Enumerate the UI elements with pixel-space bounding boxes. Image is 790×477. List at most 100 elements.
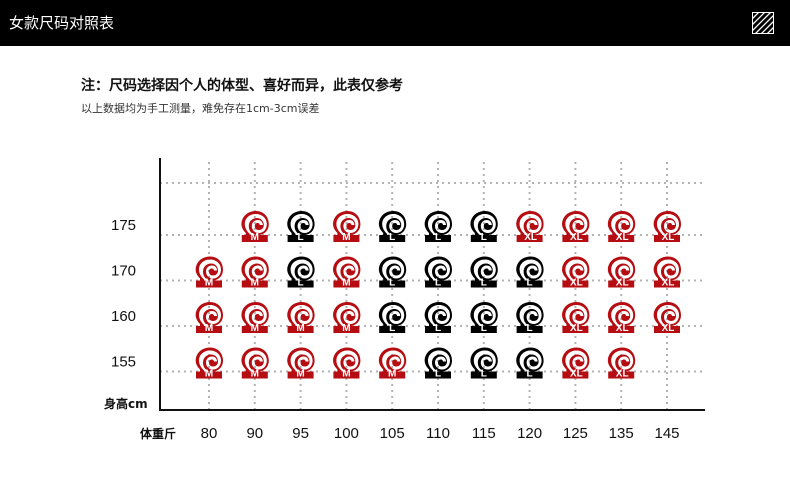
size-cell: M xyxy=(333,302,361,334)
size-cell: M xyxy=(195,256,223,289)
size-cell: L xyxy=(516,302,544,334)
size-label: L xyxy=(435,323,441,334)
size-label: XL xyxy=(662,323,675,334)
size-cell: M xyxy=(333,256,361,289)
y-tick-label: 160 xyxy=(111,308,136,325)
size-label: M xyxy=(342,323,350,334)
size-cell: L xyxy=(516,256,544,289)
size-label: L xyxy=(481,323,487,334)
size-label: L xyxy=(481,232,487,243)
x-axis-title: 体重斤 xyxy=(140,426,176,441)
size-label: M xyxy=(342,278,350,289)
size-cell: XL xyxy=(562,302,590,334)
size-label: XL xyxy=(616,232,629,243)
size-label: M xyxy=(342,369,350,380)
size-cell: XL xyxy=(607,256,636,289)
size-cell: L xyxy=(287,256,315,289)
size-label: L xyxy=(527,369,533,380)
size-label: M xyxy=(296,369,304,380)
x-tick-label: 80 xyxy=(201,425,218,442)
size-cell: M xyxy=(287,347,315,380)
size-cell: M xyxy=(241,347,269,380)
size-label: L xyxy=(389,323,395,334)
chart-axes xyxy=(159,158,705,411)
size-label: M xyxy=(251,278,259,289)
size-label: XL xyxy=(616,323,629,334)
size-label: L xyxy=(527,278,533,289)
size-label: L xyxy=(389,278,395,289)
size-cell: XL xyxy=(562,347,590,380)
note-subtitle: 以上数据均为手工测量，难免存在1cm-3cm误差 xyxy=(81,102,320,115)
size-cell: M xyxy=(333,211,361,243)
x-tick-label: 110 xyxy=(426,425,450,442)
size-cell: M xyxy=(195,302,223,334)
size-label: XL xyxy=(662,278,675,289)
size-label: M xyxy=(205,278,213,289)
size-cell: L xyxy=(470,256,498,289)
diagonal-stripes-icon xyxy=(752,12,774,34)
x-tick-label: 100 xyxy=(334,425,359,442)
size-label: M xyxy=(251,232,259,243)
size-cell: XL xyxy=(562,256,590,289)
size-label: XL xyxy=(616,278,629,289)
y-tick-label: 175 xyxy=(111,217,136,234)
size-cell: XL xyxy=(607,347,636,380)
size-cell: M xyxy=(287,302,315,334)
size-label: XL xyxy=(570,323,583,334)
size-cell: L xyxy=(424,302,452,334)
x-tick-label: 135 xyxy=(609,425,634,442)
size-label: XL xyxy=(570,232,583,243)
x-tick-label: 120 xyxy=(517,425,542,442)
size-cell: M xyxy=(241,256,269,289)
size-label: L xyxy=(389,232,395,243)
size-label: L xyxy=(298,278,304,289)
page-title: 女款尺码对照表 xyxy=(9,14,115,32)
size-label: M xyxy=(296,323,304,334)
x-tick-label: 125 xyxy=(563,425,588,442)
size-cell: L xyxy=(470,302,498,334)
size-cell: XL xyxy=(653,256,681,289)
size-cell: XL xyxy=(653,211,681,243)
size-label: M xyxy=(251,323,259,334)
size-cell: L xyxy=(424,347,452,380)
size-cell: L xyxy=(378,256,407,289)
size-label: M xyxy=(342,232,350,243)
size-label: XL xyxy=(616,369,629,380)
size-cell: L xyxy=(424,256,452,289)
size-label: XL xyxy=(570,278,583,289)
size-label: L xyxy=(298,232,304,243)
y-tick-label: 170 xyxy=(111,263,136,280)
size-cell: L xyxy=(516,347,544,380)
y-tick-label: 155 xyxy=(111,354,136,371)
size-cells: M L M L L L XL XL XL XL M M L M L L L L XL XL XL M M M M L L L L XL XL… xyxy=(195,211,681,380)
size-cell: M xyxy=(378,347,407,380)
size-label: L xyxy=(481,278,487,289)
x-tick-label: 115 xyxy=(472,425,496,442)
size-cell: L xyxy=(378,302,407,334)
size-label: L xyxy=(435,232,441,243)
x-tick-label: 145 xyxy=(654,425,679,442)
size-cell: L xyxy=(470,347,498,380)
x-tick-label: 90 xyxy=(246,425,263,442)
size-cell: M xyxy=(241,302,269,334)
size-label: L xyxy=(527,323,533,334)
size-cell: L xyxy=(470,211,498,243)
size-cell: L xyxy=(378,211,407,243)
size-label: XL xyxy=(570,369,583,380)
size-cell: XL xyxy=(562,211,590,243)
size-label: M xyxy=(388,369,396,380)
header-bar: 女款尺码对照表 xyxy=(0,0,790,46)
size-label: M xyxy=(251,369,259,380)
size-cell: M xyxy=(241,211,269,243)
size-cell: L xyxy=(287,211,315,243)
size-cell: XL xyxy=(607,302,636,334)
size-label: L xyxy=(481,369,487,380)
size-label: XL xyxy=(524,232,537,243)
size-label: M xyxy=(205,323,213,334)
x-tick-label: 105 xyxy=(380,425,405,442)
size-label: M xyxy=(205,369,213,380)
y-axis-title: 身高cm xyxy=(104,396,148,411)
note-title: 注：尺码选择因个人的体型、喜好而异，此表仅参考 xyxy=(81,78,403,94)
size-cell: M xyxy=(195,347,223,380)
